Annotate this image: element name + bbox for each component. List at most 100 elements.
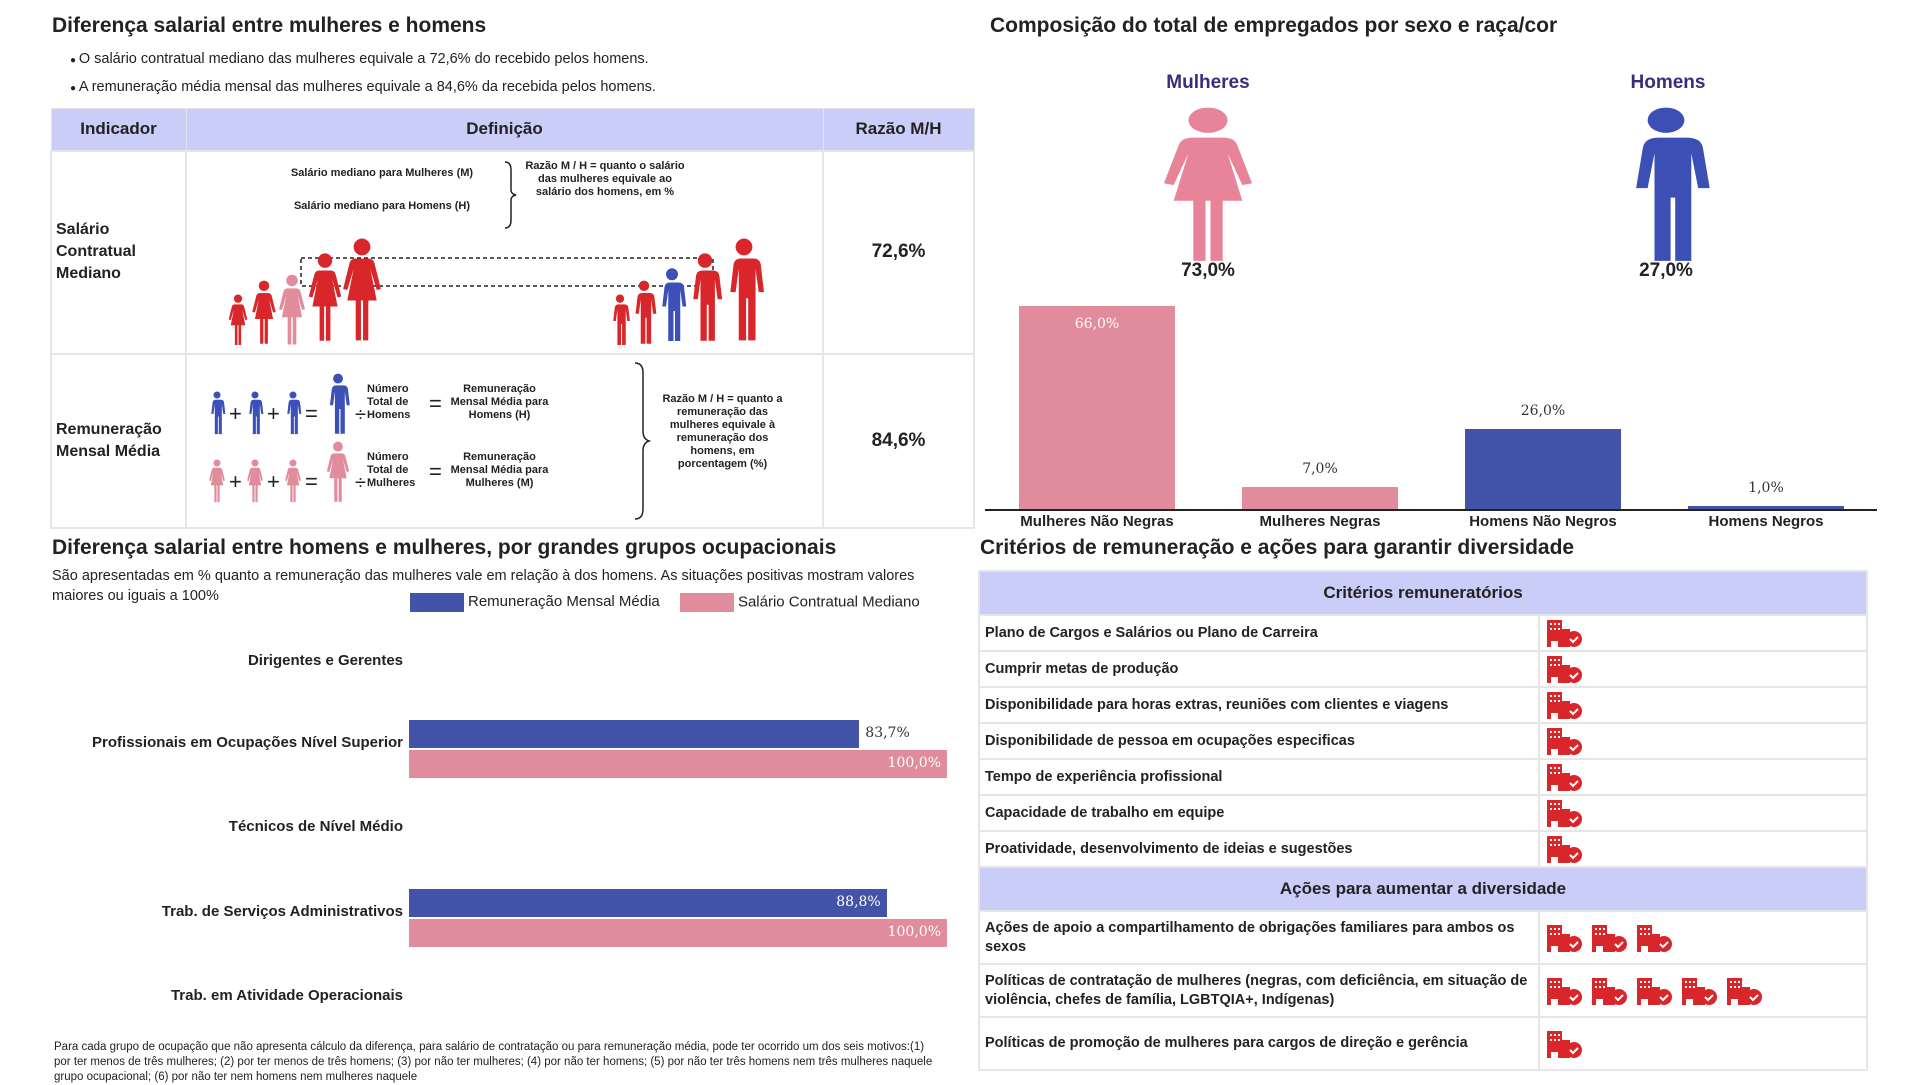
legend-mean-pay: Remuneração Mensal Média — [468, 593, 660, 611]
bar — [1242, 487, 1398, 509]
women-sum-illustration: + + = ÷ — [209, 441, 366, 502]
building-check-icon — [1546, 619, 1584, 647]
table-row: Políticas de promoção de mulheres para c… — [978, 1016, 1868, 1071]
bar-median-salary — [409, 919, 947, 947]
building-check-icon — [1681, 977, 1719, 1005]
row-icons — [1538, 650, 1868, 688]
occupations-subtitle: São apresentadas em % quanto a remuneraç… — [52, 568, 915, 604]
legend-median-salary: Salário Contratual Mediano — [737, 593, 920, 611]
criteria-section-header-row: Critérios remuneratórios — [978, 570, 1868, 616]
category-label: Mulheres Não Negras — [1020, 513, 1174, 530]
ratio-definition: Razão M / H = quanto o salário das mulhe… — [525, 159, 685, 198]
ratio-definition: Razão M / H = quanto a remuneração das m… — [662, 392, 783, 470]
row-label: Ações de apoio a compartilhamento de obr… — [978, 910, 1540, 965]
row-label: Capacidade de trabalho em equipe — [978, 794, 1540, 832]
definition-mean-pay: + + = ÷ Número Total de Homens = Remuner… — [185, 352, 824, 529]
row-icons — [1538, 910, 1868, 965]
row-icons — [1538, 722, 1868, 760]
svg-text:÷: ÷ — [355, 472, 366, 494]
category-label: Técnicos de Nível Médio — [228, 818, 403, 835]
building-check-icon — [1591, 924, 1629, 952]
table-row: Políticas de contratação de mulheres (ne… — [978, 963, 1868, 1018]
row-icons — [1538, 963, 1868, 1018]
building-check-icon — [1726, 977, 1764, 1005]
svg-text:+: + — [229, 469, 242, 494]
category-label: Dirigentes e Gerentes — [247, 652, 403, 669]
building-check-icon — [1546, 655, 1584, 683]
building-check-icon — [1546, 691, 1584, 719]
indicator-contract-salary: Salário Contratual Mediano — [50, 149, 187, 355]
row-icons — [1538, 830, 1868, 868]
building-check-icon — [1546, 763, 1584, 791]
definition-contract-salary: Salário mediano para Mulheres (M) Salári… — [185, 149, 824, 355]
building-check-icon — [1636, 977, 1674, 1005]
svg-text:=: = — [305, 401, 318, 426]
row-label: Disponibilidade de pessoa em ocupações e… — [978, 722, 1540, 760]
bullet-contract-salary: O salário contratual mediano das mulhere… — [70, 51, 649, 67]
label-median-men: Salário mediano para Homens (H) — [293, 199, 471, 212]
bullet-mean-pay: A remuneração média mensal das mulheres … — [70, 79, 656, 95]
occupations-title: Diferença salarial entre homens e mulher… — [52, 536, 837, 559]
table-row: Cumprir metas de produção — [978, 650, 1868, 688]
row-label: Políticas de contratação de mulheres (ne… — [978, 963, 1540, 1018]
occupations-legend: Remuneração Mensal Média Salário Contrat… — [410, 593, 920, 612]
brace-icon — [504, 160, 517, 229]
x-axis-line — [985, 509, 1877, 511]
men-result-label: Remuneração Mensal Média para Homens (H) — [450, 382, 549, 421]
table-row: Tempo de experiência profissional — [978, 758, 1868, 796]
salary-gap-title: Diferença salarial entre mulheres e home… — [52, 14, 487, 37]
svg-text:+: + — [267, 401, 280, 426]
actions-section-header: Ações para aumentar a diversidade — [978, 866, 1868, 912]
building-check-icon — [1546, 1030, 1584, 1058]
building-check-icon — [1546, 727, 1584, 755]
bar — [1688, 505, 1844, 509]
criteria-title: Critérios de remuneração e ações para ga… — [980, 536, 1575, 559]
table-row: Capacidade de trabalho em equipe — [978, 794, 1868, 832]
legend-swatch-mean-pay — [410, 593, 464, 612]
row-icons — [1538, 758, 1868, 796]
category-label: Homens Negros — [1708, 513, 1824, 530]
people-comparison-illustration — [228, 238, 764, 345]
header-definition: Definição — [185, 108, 824, 151]
bar-value-label: 1,0% — [1748, 479, 1784, 496]
indicator-mean-pay: Remuneração Mensal Média — [50, 352, 187, 529]
women-result-label: Remuneração Mensal Média para Mulheres (… — [450, 450, 549, 489]
equals-sign: = — [429, 390, 442, 416]
row-icons — [1538, 794, 1868, 832]
ratio-mean-pay: 84,6% — [822, 352, 975, 529]
brace-icon — [634, 361, 651, 520]
category-label: Profissionais em Ocupações Nível Superio… — [92, 734, 403, 751]
row-label: Cumprir metas de produção — [978, 650, 1540, 688]
ratio-contract-salary: 72,6% — [822, 149, 975, 355]
men-sum-illustration: + + = ÷ — [211, 373, 366, 434]
svg-text:+: + — [267, 469, 280, 494]
svg-text:+: + — [229, 401, 242, 426]
actions-section-header-row: Ações para aumentar a diversidade — [978, 866, 1868, 912]
table-row: Plano de Cargos e Salários ou Plano de C… — [978, 614, 1868, 652]
svg-text:=: = — [305, 469, 318, 494]
criteria-section-header: Critérios remuneratórios — [978, 570, 1868, 616]
bar-mean-pay — [409, 720, 860, 748]
bar-value-label: 7,0% — [1302, 461, 1338, 478]
legend-swatch-median-salary — [679, 593, 734, 612]
row-label: Tempo de experiência profissional — [978, 758, 1540, 796]
men-count-label: Número Total de Homens — [367, 382, 411, 421]
building-check-icon — [1546, 924, 1584, 952]
row-icons — [1538, 1016, 1868, 1071]
men-label: Homens — [1630, 72, 1706, 93]
bar-mean-pay — [409, 889, 887, 917]
category-label: Trab. de Serviços Administrativos — [161, 903, 403, 920]
table-row: Ações de apoio a compartilhamento de obr… — [978, 910, 1868, 965]
table-row: Disponibilidade para horas extras, reuni… — [978, 686, 1868, 724]
row-label: Proatividade, desenvolvimento de ideias … — [978, 830, 1540, 868]
bar-median-salary — [409, 750, 947, 778]
woman-icon — [1159, 106, 1257, 264]
bar-value-label: 100,0% — [887, 755, 941, 771]
row-label: Plano de Cargos e Salários ou Plano de C… — [978, 614, 1540, 652]
header-indicator: Indicador — [50, 108, 187, 151]
man-icon — [1620, 106, 1712, 264]
bar-value-label: 66,0% — [1074, 316, 1120, 332]
row-icons — [1538, 614, 1868, 652]
equals-sign: = — [429, 458, 442, 484]
building-check-icon — [1546, 835, 1584, 863]
